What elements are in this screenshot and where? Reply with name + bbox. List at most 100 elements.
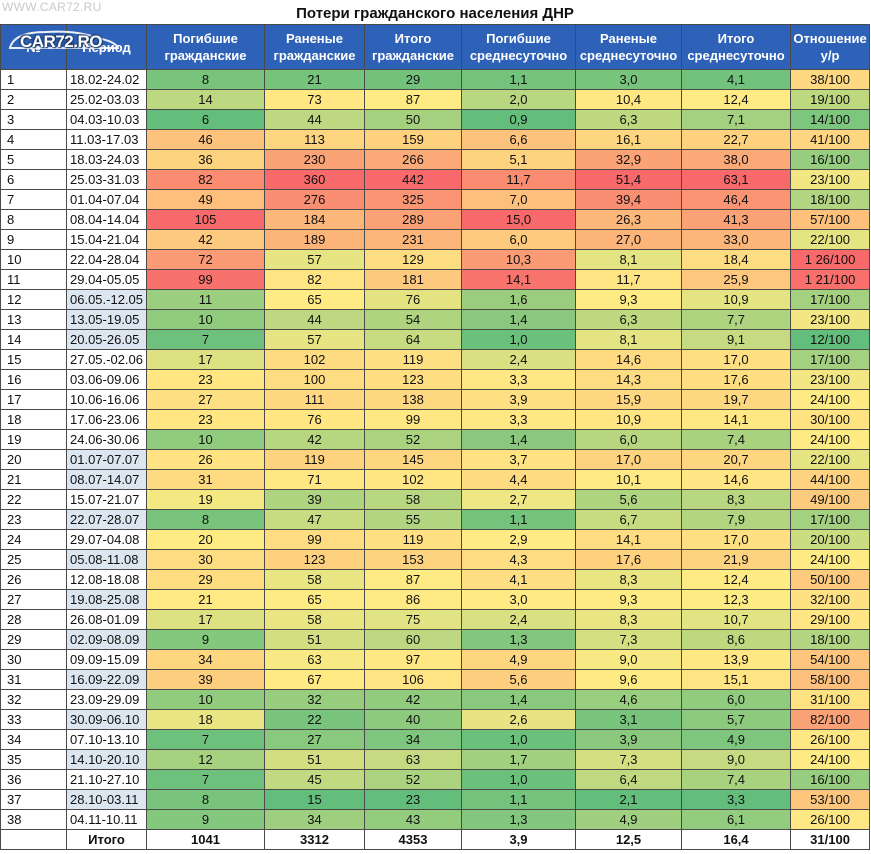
- totals-killed: 1041: [146, 829, 265, 850]
- cell-killed-daily: 1,1: [461, 789, 576, 810]
- cell-total: 181: [364, 269, 462, 290]
- cell-total-daily: 5,7: [681, 709, 791, 730]
- cell-wounded: 42: [264, 429, 365, 450]
- cell-period: 23.09-29.09: [66, 689, 147, 710]
- cell-killed-daily: 3,9: [461, 389, 576, 410]
- cell-killed-daily: 0,9: [461, 109, 576, 130]
- cell-total-daily: 14,6: [681, 469, 791, 490]
- table-row: 8 08.04-14.04 105 184 289 15,0 26,3 41,3 57/100: [0, 209, 871, 230]
- cell-killed: 8: [146, 789, 265, 810]
- cell-num: 37: [0, 789, 67, 810]
- cell-ratio: 23/100: [789, 369, 871, 390]
- cell-period: 22.07-28.07: [66, 509, 147, 530]
- cell-period: 29.07-04.08: [66, 529, 147, 550]
- cell-wounded: 73: [264, 89, 365, 110]
- cell-ratio: 24/100: [789, 429, 871, 450]
- cell-total: 442: [364, 169, 462, 190]
- cell-killed: 17: [146, 609, 265, 630]
- header-row: № Период Погибшие гражданские Раненые гр…: [0, 24, 871, 70]
- cell-period: 19.08-25.08: [66, 589, 147, 610]
- cell-num: 3: [0, 109, 67, 130]
- cell-total-daily: 14,1: [681, 409, 791, 430]
- cell-total-daily: 63,1: [681, 169, 791, 190]
- table-row: 6 25.03-31.03 82 360 442 11,7 51,4 63,1 23/100: [0, 169, 871, 190]
- cell-total-daily: 9,0: [681, 749, 791, 770]
- cell-killed-daily: 7,0: [461, 189, 576, 210]
- cell-num: 35: [0, 749, 67, 770]
- cell-total-daily: 7,7: [681, 309, 791, 330]
- cell-wounded-daily: 10,9: [575, 409, 682, 430]
- cell-wounded: 63: [264, 649, 365, 670]
- table-row: 37 28.10-03.11 8 15 23 1,1 2,1 3,3 53/100: [0, 789, 871, 810]
- cell-killed-daily: 3,7: [461, 449, 576, 470]
- cell-total-daily: 25,9: [681, 269, 791, 290]
- cell-period: 29.04-05.05: [66, 269, 147, 290]
- cell-killed-daily: 1,7: [461, 749, 576, 770]
- cell-total: 54: [364, 309, 462, 330]
- table-row: 19 24.06-30.06 10 42 52 1,4 6,0 7,4 24/100: [0, 429, 871, 450]
- cell-ratio: 1 21/100: [789, 269, 871, 290]
- cell-killed-daily: 2,7: [461, 489, 576, 510]
- cell-period: 26.08-01.09: [66, 609, 147, 630]
- cell-period: 18.03-24.03: [66, 149, 147, 170]
- cell-total-daily: 20,7: [681, 449, 791, 470]
- cell-total: 86: [364, 589, 462, 610]
- cell-total: 123: [364, 369, 462, 390]
- cell-num: 27: [0, 589, 67, 610]
- cell-killed: 10: [146, 309, 265, 330]
- totals-row: Итого 1041 3312 4353 3,9 12,5 16,4 31/10…: [0, 829, 871, 850]
- cell-total-daily: 10,9: [681, 289, 791, 310]
- cell-killed: 30: [146, 549, 265, 570]
- cell-killed: 7: [146, 329, 265, 350]
- cell-wounded-daily: 10,4: [575, 89, 682, 110]
- cell-num: 12: [0, 289, 67, 310]
- cell-wounded-daily: 11,7: [575, 269, 682, 290]
- cell-wounded-daily: 8,1: [575, 249, 682, 270]
- cell-total: 23: [364, 789, 462, 810]
- cell-killed: 10: [146, 689, 265, 710]
- cell-wounded-daily: 10,1: [575, 469, 682, 490]
- cell-wounded: 82: [264, 269, 365, 290]
- table-row: 7 01.04-07.04 49 276 325 7,0 39,4 46,4 18/100: [0, 189, 871, 210]
- cell-num: 11: [0, 269, 67, 290]
- cell-total-daily: 4,1: [681, 69, 791, 90]
- cell-killed: 39: [146, 669, 265, 690]
- cell-num: 5: [0, 149, 67, 170]
- cell-total: 87: [364, 89, 462, 110]
- cell-num: 8: [0, 209, 67, 230]
- cell-total: 52: [364, 429, 462, 450]
- cell-period: 24.06-30.06: [66, 429, 147, 450]
- cell-total-daily: 9,1: [681, 329, 791, 350]
- cell-num: 9: [0, 229, 67, 250]
- cell-total-daily: 17,0: [681, 349, 791, 370]
- cell-num: 20: [0, 449, 67, 470]
- cell-wounded-daily: 14,3: [575, 369, 682, 390]
- cell-wounded: 111: [264, 389, 365, 410]
- cell-wounded-daily: 14,6: [575, 349, 682, 370]
- cell-num: 19: [0, 429, 67, 450]
- cell-total: 106: [364, 669, 462, 690]
- cell-total-daily: 21,9: [681, 549, 791, 570]
- cell-total-daily: 17,0: [681, 529, 791, 550]
- cell-wounded: 276: [264, 189, 365, 210]
- cell-ratio: 14/100: [789, 109, 871, 130]
- cell-period: 22.04-28.04: [66, 249, 147, 270]
- cell-period: 30.09-06.10: [66, 709, 147, 730]
- totals-killed-daily: 3,9: [461, 829, 576, 850]
- table-row: 35 14.10-20.10 12 51 63 1,7 7,3 9,0 24/100: [0, 749, 871, 770]
- cell-killed-daily: 3,3: [461, 409, 576, 430]
- cell-num: 23: [0, 509, 67, 530]
- cell-period: 08.07-14.07: [66, 469, 147, 490]
- cell-total-daily: 3,3: [681, 789, 791, 810]
- cell-killed: 9: [146, 809, 265, 830]
- cell-wounded-daily: 27,0: [575, 229, 682, 250]
- cell-killed: 46: [146, 129, 265, 150]
- col-header-total-daily: Итого среднесуточно: [681, 24, 791, 70]
- cell-killed-daily: 4,4: [461, 469, 576, 490]
- table-row: 13 13.05-19.05 10 44 54 1,4 6,3 7,7 23/100: [0, 309, 871, 330]
- cell-wounded-daily: 16,1: [575, 129, 682, 150]
- cell-total: 97: [364, 649, 462, 670]
- cell-wounded: 15: [264, 789, 365, 810]
- cell-wounded: 32: [264, 689, 365, 710]
- cell-total-daily: 46,4: [681, 189, 791, 210]
